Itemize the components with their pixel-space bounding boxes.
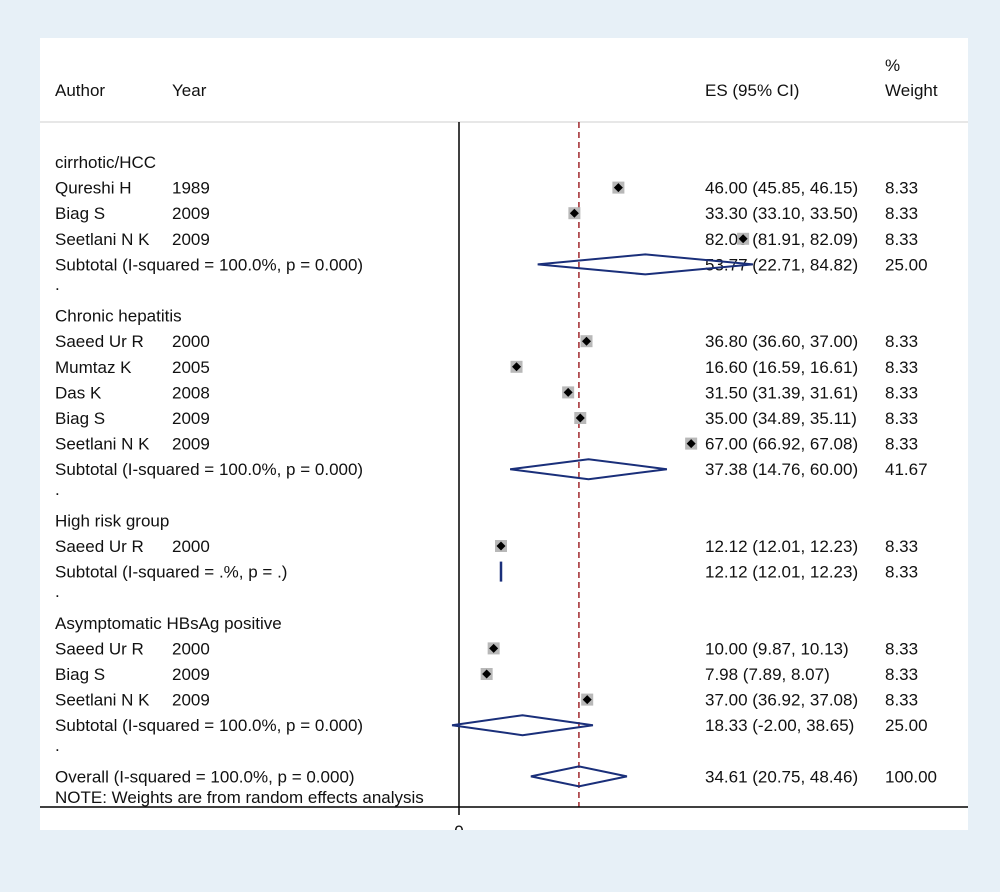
study-weight: 8.33	[885, 383, 918, 402]
point-estimate	[569, 208, 579, 218]
study-es: 10.00 (9.87, 10.13)	[705, 639, 849, 658]
study-es: 82.00 (81.91, 82.09)	[705, 230, 858, 249]
subtotal-es: 12.12 (12.01, 12.23)	[705, 563, 858, 582]
study-author: Qureshi H	[55, 179, 132, 198]
study-author: Das K	[55, 383, 102, 402]
study-es: 35.00 (34.89, 35.11)	[705, 409, 857, 428]
subtotal-label: Subtotal (I-squared = 100.0%, p = 0.000)	[55, 255, 363, 274]
separator-dot: .	[55, 275, 60, 294]
study-es: 37.00 (36.92, 37.08)	[705, 691, 858, 710]
separator-dot: .	[55, 736, 60, 755]
study-author: Saeed Ur R	[55, 537, 144, 556]
overall-label: Overall (I-squared = 100.0%, p = 0.000)	[55, 767, 355, 786]
subtotal-weight: 8.33	[885, 563, 918, 582]
study-es: 7.98 (7.89, 8.07)	[705, 665, 830, 684]
study-year: 2009	[172, 230, 210, 249]
study-weight: 8.33	[885, 409, 918, 428]
study-year: 2009	[172, 691, 210, 710]
study-weight: 8.33	[885, 435, 918, 454]
study-weight: 8.33	[885, 537, 918, 556]
study-year: 2005	[172, 358, 210, 377]
study-weight: 8.33	[885, 691, 918, 710]
point-estimate	[582, 695, 592, 705]
subtotal-label: Subtotal (I-squared = 100.0%, p = 0.000)	[55, 716, 363, 735]
forest-plot: Author Year ES (95% CI)% Weight cirrhotic/HC…	[40, 56, 968, 830]
subtotal-es: 18.33 (-2.00, 38.65)	[705, 716, 854, 735]
study-year: 2009	[172, 665, 210, 684]
group-label: Asymptomatic HBsAg positive	[55, 614, 282, 633]
study-author: Biag S	[55, 665, 105, 684]
point-estimate	[563, 387, 573, 397]
x-tick-label: 0	[454, 822, 463, 830]
header-weight-percent: %	[885, 56, 900, 75]
study-author: Biag S	[55, 409, 105, 428]
header-year: Year	[172, 81, 207, 100]
study-author: Mumtaz K	[55, 358, 132, 377]
subtotal-weight: 25.00	[885, 255, 928, 274]
point-estimate	[686, 439, 696, 449]
group-label: cirrhotic/HCC	[55, 153, 156, 172]
subtotal-label: Subtotal (I-squared = 100.0%, p = 0.000)	[55, 460, 363, 479]
separator-dot: .	[55, 582, 60, 601]
separator-dot: .	[55, 480, 60, 499]
point-estimate	[582, 336, 592, 346]
study-weight: 8.33	[885, 179, 918, 198]
subtotal-label: Subtotal (I-squared = .%, p = .)	[55, 563, 287, 582]
study-weight: 8.33	[885, 204, 918, 223]
study-es: 31.50 (31.39, 31.61)	[705, 383, 858, 402]
study-es: 46.00 (45.85, 46.15)	[705, 179, 858, 198]
study-es: 33.30 (33.10, 33.50)	[705, 204, 858, 223]
study-author: Seetlani N K	[55, 230, 150, 249]
study-author: Saeed Ur R	[55, 639, 144, 658]
study-year: 2009	[172, 204, 210, 223]
pooled-estimate-diamond	[537, 253, 753, 276]
point-estimate	[489, 643, 499, 653]
study-year: 2000	[172, 537, 210, 556]
point-estimate	[575, 413, 585, 423]
header-weight: Weight	[885, 81, 938, 100]
study-weight: 8.33	[885, 332, 918, 351]
group-label: High risk group	[55, 511, 169, 530]
overall-es: 34.61 (20.75, 48.46)	[705, 767, 858, 786]
header-author: Author	[55, 81, 105, 100]
study-author: Seetlani N K	[55, 691, 150, 710]
subtotal-es: 53.77 (22.71, 84.82)	[705, 255, 858, 274]
study-weight: 8.33	[885, 358, 918, 377]
point-estimate	[738, 234, 748, 244]
pooled-estimate-diamond	[530, 765, 628, 788]
subtotal-weight: 25.00	[885, 716, 928, 735]
study-es: 67.00 (66.92, 67.08)	[705, 435, 858, 454]
point-estimate	[613, 183, 623, 193]
point-estimate	[512, 362, 522, 372]
plot-panel: Author Year ES (95% CI)% Weight cirrhotic/HC…	[40, 38, 968, 830]
header-es: ES (95% CI)	[705, 81, 799, 100]
study-year: 1989	[172, 179, 210, 198]
study-author: Seetlani N K	[55, 435, 150, 454]
study-es: 12.12 (12.01, 12.23)	[705, 537, 858, 556]
study-weight: 8.33	[885, 665, 918, 684]
pooled-estimate-diamond	[510, 458, 668, 481]
subtotal-es: 37.38 (14.76, 60.00)	[705, 460, 858, 479]
study-year: 2009	[172, 435, 210, 454]
study-author: Biag S	[55, 204, 105, 223]
point-estimate	[482, 669, 492, 679]
group-label: Chronic hepatitis	[55, 307, 182, 326]
study-author: Saeed Ur R	[55, 332, 144, 351]
point-estimate	[496, 541, 506, 551]
study-weight: 8.33	[885, 230, 918, 249]
study-year: 2009	[172, 409, 210, 428]
study-year: 2008	[172, 383, 210, 402]
study-es: 16.60 (16.59, 16.61)	[705, 358, 858, 377]
note-text: NOTE: Weights are from random effects an…	[55, 788, 424, 807]
overall-weight: 100.00	[885, 767, 937, 786]
study-weight: 8.33	[885, 639, 918, 658]
pooled-estimate-diamond	[451, 714, 594, 737]
subtotal-weight: 41.67	[885, 460, 928, 479]
study-year: 2000	[172, 332, 210, 351]
study-year: 2000	[172, 639, 210, 658]
study-es: 36.80 (36.60, 37.00)	[705, 332, 858, 351]
